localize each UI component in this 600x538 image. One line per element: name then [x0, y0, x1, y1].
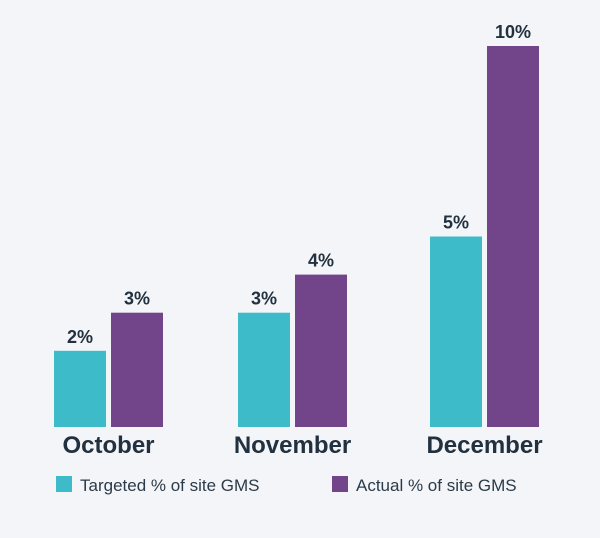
value-label-december-targeted: 5%	[443, 213, 469, 233]
bar-november-actual	[295, 274, 347, 427]
bar-november-targeted	[238, 312, 290, 427]
legend-label-targeted: Targeted % of site GMS	[80, 476, 260, 495]
category-label-november: November	[234, 432, 351, 459]
bar-october-actual	[111, 312, 163, 427]
value-label-november-targeted: 3%	[251, 289, 277, 309]
legend-swatch-actual	[332, 476, 348, 492]
legend: Targeted % of site GMS Actual % of site G…	[56, 476, 517, 495]
value-label-october-actual: 3%	[124, 289, 150, 309]
category-label-december: December	[426, 432, 542, 459]
bar-december-targeted	[430, 236, 482, 427]
bars-layer	[54, 46, 539, 427]
value-label-november-actual: 4%	[308, 251, 334, 271]
value-label-october-targeted: 2%	[67, 327, 93, 347]
bar-october-targeted	[54, 350, 106, 427]
category-label-october: October	[62, 432, 154, 459]
legend-label-actual: Actual % of site GMS	[356, 476, 517, 495]
category-labels-layer: October November December	[62, 432, 542, 459]
value-labels-layer: 2% 3% 3% 4% 5% 10%	[67, 22, 531, 347]
legend-swatch-targeted	[56, 476, 72, 492]
value-label-december-actual: 10%	[495, 22, 531, 42]
bar-december-actual	[487, 46, 539, 427]
